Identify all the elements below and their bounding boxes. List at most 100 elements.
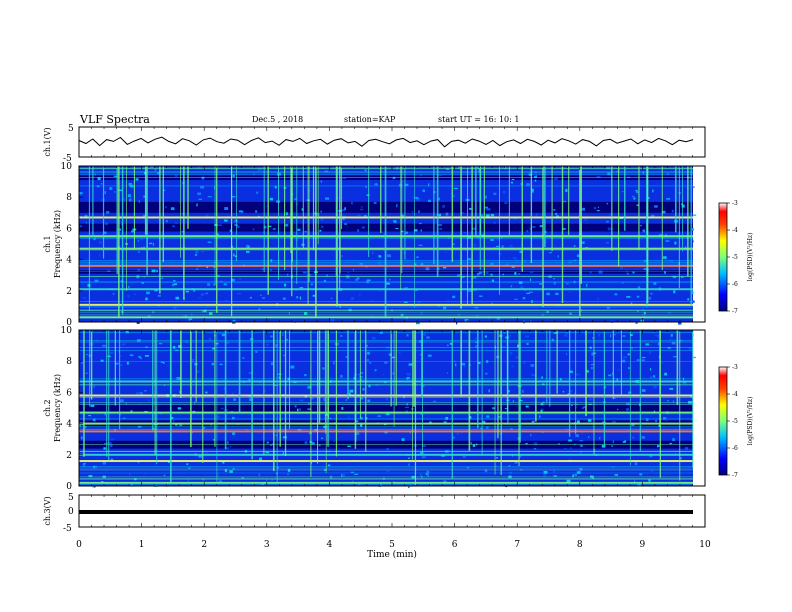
spec-speckle — [553, 278, 555, 280]
spec-speckle — [263, 399, 265, 401]
spec-speckle — [104, 191, 106, 194]
spec-speckle — [589, 398, 593, 401]
spec-speckle — [439, 228, 443, 230]
spec-speckle — [324, 170, 329, 173]
spec-speckle — [173, 283, 177, 286]
spec-speckle — [298, 408, 301, 411]
spec-speckle — [196, 203, 198, 207]
spec-speckle — [344, 207, 347, 211]
spec1-ylabel-channel: ch.1 — [43, 235, 52, 252]
spec-speckle — [551, 338, 554, 342]
spec-speckle — [119, 354, 122, 357]
spec-speckle — [274, 384, 278, 387]
spec-speckle — [356, 214, 361, 216]
spec-speckle — [501, 245, 504, 248]
spec-speckle — [173, 306, 177, 310]
spec-speckle — [427, 473, 429, 477]
spec-speckle — [307, 385, 312, 389]
spec-speckle — [262, 297, 265, 299]
spec-speckle — [420, 229, 422, 232]
spec-speckle — [364, 169, 367, 172]
spec-speckle — [588, 436, 590, 438]
spec-speckle — [474, 307, 479, 309]
spec-speckle — [193, 277, 197, 281]
spec-speckle — [137, 240, 139, 242]
spec-speckle — [635, 189, 638, 192]
spec-speckle — [658, 196, 662, 198]
spec-speckle — [614, 397, 616, 399]
spec-speckle — [562, 228, 566, 230]
spec-speckle — [611, 466, 615, 469]
spec-speckle — [85, 372, 89, 374]
spec-speckle — [320, 218, 324, 221]
spec-speckle — [135, 178, 139, 181]
spec-speckle — [593, 448, 596, 452]
spec-speckle — [667, 400, 669, 402]
spec-speckle — [94, 485, 96, 488]
spec-speckle — [156, 359, 160, 362]
spec-speckle — [539, 415, 541, 418]
spec-speckle — [452, 243, 455, 245]
spec-speckle — [102, 461, 106, 465]
spec-speckle — [203, 237, 205, 241]
spec-speckle — [229, 470, 233, 473]
spec-speckle — [654, 205, 658, 208]
spec-speckle — [187, 479, 190, 482]
x-tick-label: 9 — [640, 540, 646, 550]
spec-speckle — [125, 330, 130, 334]
spec-speckle — [464, 319, 469, 322]
spec-speckle — [589, 271, 592, 274]
spec-speckle — [323, 279, 327, 283]
spec-speckle — [320, 210, 322, 213]
spec-speckle — [513, 257, 517, 260]
spec-speckle — [531, 420, 535, 423]
spec-speckle — [283, 354, 286, 357]
spec-speckle — [186, 463, 189, 466]
spec-speckle — [437, 267, 440, 270]
colorbar1-label: log(PSD)(V²/Hz) — [747, 233, 754, 282]
spec-speckle — [656, 445, 659, 448]
spec-speckle — [344, 223, 347, 225]
spec-speckle — [392, 273, 395, 276]
spec-speckle — [297, 228, 301, 231]
spec-speckle — [130, 393, 134, 396]
spec-speckle — [427, 354, 432, 357]
spec-speckle — [645, 418, 649, 422]
spec-speckle — [661, 210, 666, 214]
spec-speckle — [94, 279, 99, 282]
spec-speckle — [562, 200, 567, 203]
spec-speckle — [262, 231, 264, 233]
spec-speckle — [453, 476, 455, 478]
spec-speckle — [144, 390, 147, 392]
spec-speckle — [642, 171, 645, 174]
spec-speckle — [488, 389, 490, 393]
spec-speckle — [591, 366, 593, 370]
spec-speckle — [102, 344, 106, 347]
spec-speckle — [192, 359, 194, 361]
spec-speckle — [683, 361, 685, 363]
spec-speckle — [101, 481, 104, 483]
spec-speckle — [346, 275, 350, 279]
spec-speckle — [272, 228, 276, 230]
spec-speckle — [270, 444, 273, 446]
colorbar-tick-label: -4 — [732, 391, 738, 398]
spec-speckle — [434, 260, 437, 262]
x-tick-label: 5 — [389, 540, 395, 550]
spec-speckle — [360, 206, 363, 208]
spec-speckle — [598, 449, 601, 452]
spec-speckle — [422, 384, 425, 387]
spec-speckle — [340, 334, 343, 338]
spec-speckle — [95, 466, 97, 468]
spec-speckle — [421, 220, 423, 224]
spec-speckle — [373, 330, 378, 333]
spec-speckle — [559, 378, 562, 381]
spec-speckle — [322, 367, 325, 370]
spec-speckle — [285, 212, 288, 216]
spec-speckle — [285, 223, 289, 227]
spec-speckle — [149, 242, 153, 245]
spec-speckle — [430, 456, 434, 458]
spec-speckle — [288, 311, 290, 315]
spec-speckle — [222, 182, 225, 185]
spec-speckle — [641, 436, 645, 439]
spec-speckle — [566, 283, 569, 285]
